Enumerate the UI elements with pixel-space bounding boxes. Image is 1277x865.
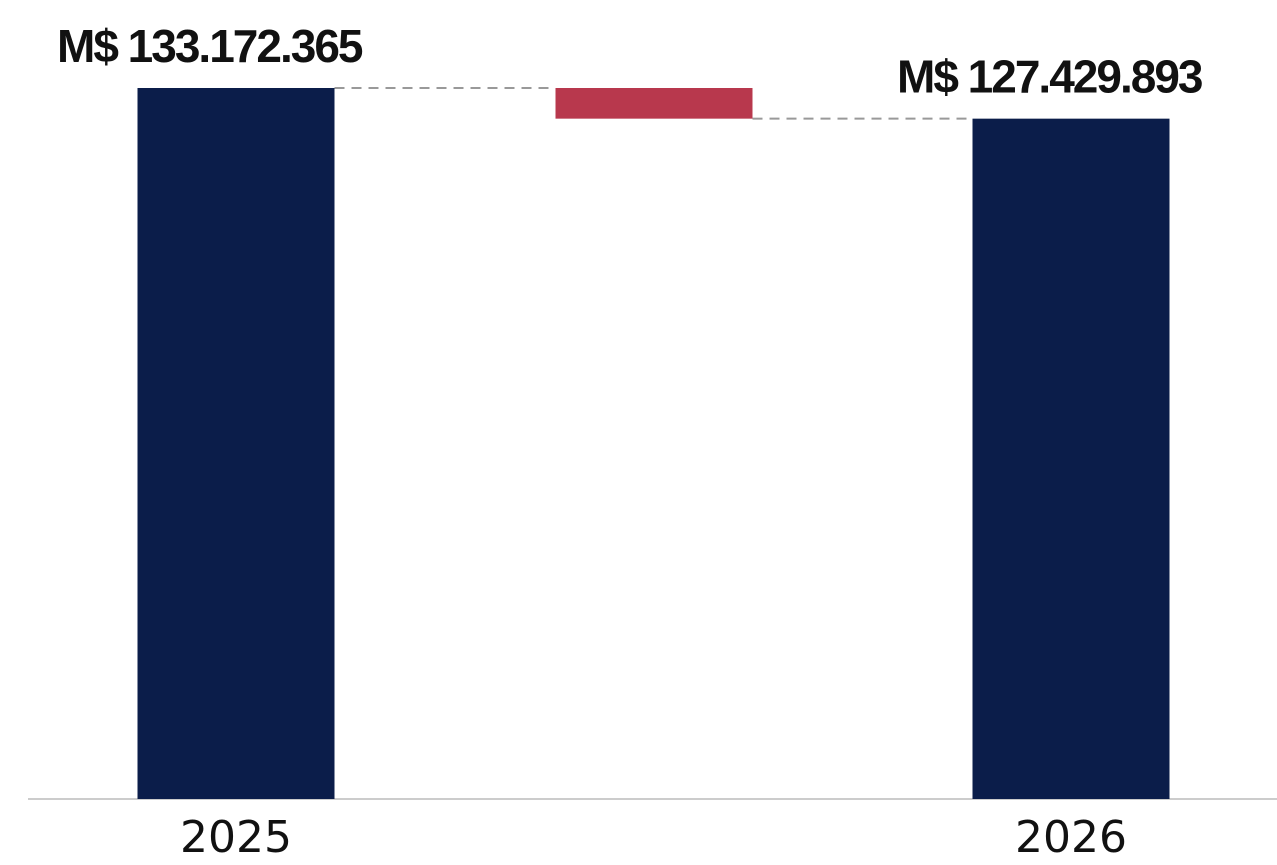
bar-change <box>555 88 753 119</box>
value-label-2026: M$ 127.429.893 <box>897 51 1202 103</box>
tick-label-2026: 2026 <box>1015 812 1127 863</box>
bar-2026 <box>972 118 1170 799</box>
value-label-2025: M$ 133.172.365 <box>57 20 363 72</box>
bar-2025 <box>137 88 335 799</box>
tick-label-2025: 2025 <box>180 812 292 863</box>
